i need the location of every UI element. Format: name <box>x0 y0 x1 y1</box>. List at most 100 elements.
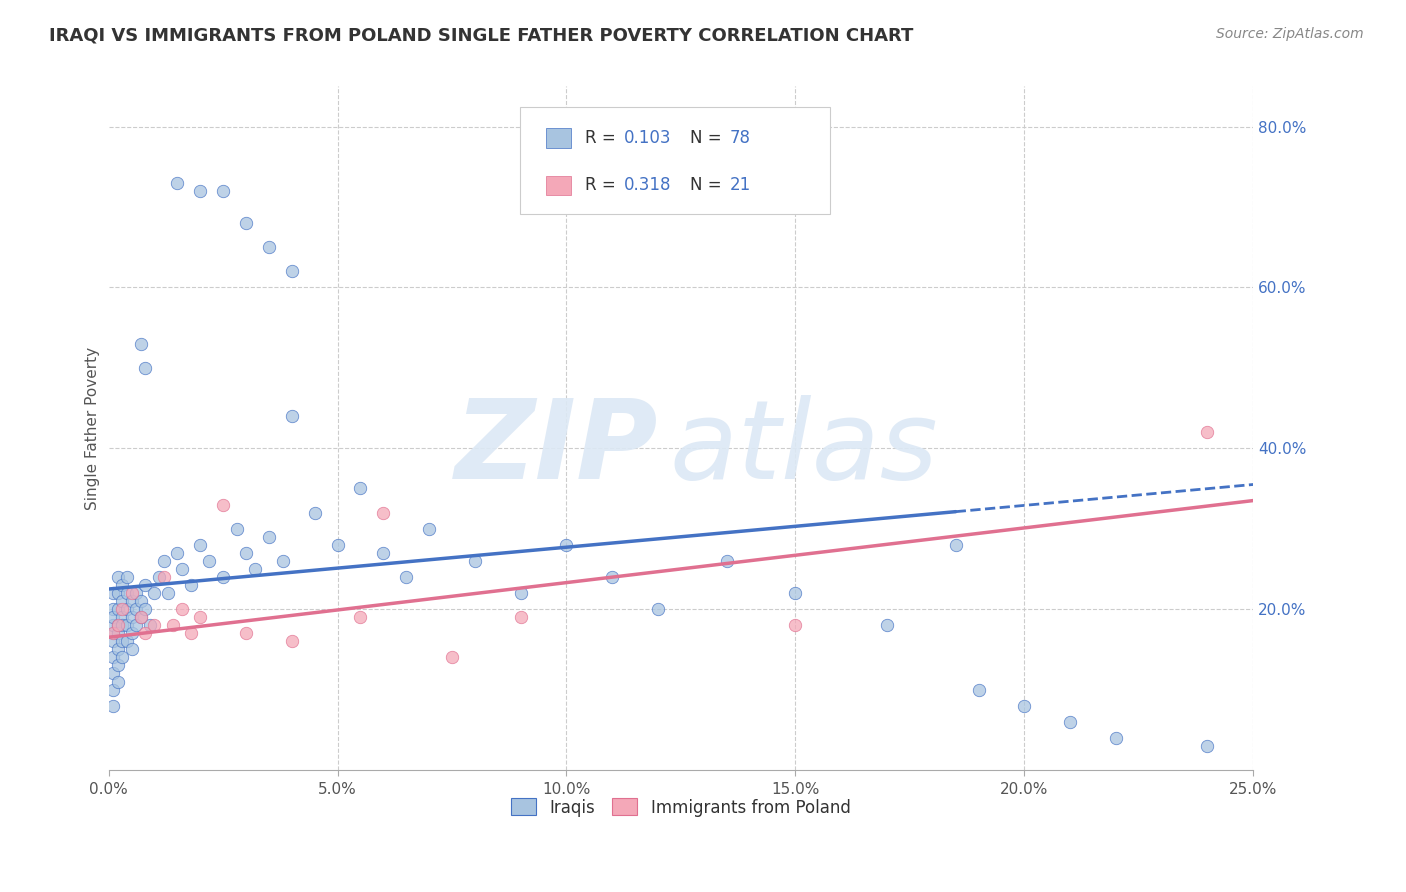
Point <box>139 618 162 632</box>
Point <box>111 578 134 592</box>
Point <box>180 578 202 592</box>
Point <box>349 482 371 496</box>
Point <box>107 642 129 657</box>
Point <box>166 176 188 190</box>
Point <box>115 634 138 648</box>
Point <box>103 610 125 624</box>
Point <box>945 538 967 552</box>
Point <box>148 570 170 584</box>
Point <box>103 626 125 640</box>
Point <box>716 554 738 568</box>
Point <box>188 184 211 198</box>
Point <box>1014 698 1036 713</box>
Point <box>121 642 143 657</box>
Point <box>103 586 125 600</box>
Point <box>111 594 134 608</box>
Point <box>555 538 578 552</box>
Point <box>143 618 166 632</box>
Point <box>235 216 257 230</box>
Point <box>115 618 138 632</box>
Point <box>281 264 304 278</box>
Point <box>188 538 211 552</box>
Point <box>103 602 125 616</box>
Text: Source: ZipAtlas.com: Source: ZipAtlas.com <box>1216 27 1364 41</box>
Point <box>143 586 166 600</box>
Point <box>121 594 143 608</box>
Point <box>111 634 134 648</box>
Point <box>103 650 125 665</box>
Point <box>111 650 134 665</box>
Point <box>125 586 148 600</box>
Point <box>107 618 129 632</box>
Point <box>157 586 180 600</box>
Point <box>349 610 371 624</box>
Text: 0.103: 0.103 <box>624 129 672 147</box>
Text: IRAQI VS IMMIGRANTS FROM POLAND SINGLE FATHER POVERTY CORRELATION CHART: IRAQI VS IMMIGRANTS FROM POLAND SINGLE F… <box>49 27 914 45</box>
Point <box>103 618 125 632</box>
Point <box>152 570 174 584</box>
Point <box>395 570 418 584</box>
Point <box>212 570 235 584</box>
Point <box>373 506 395 520</box>
Point <box>107 570 129 584</box>
Point <box>166 546 188 560</box>
Point <box>129 336 152 351</box>
Text: atlas: atlas <box>669 395 938 502</box>
Point <box>103 634 125 648</box>
Text: N =: N = <box>690 177 727 194</box>
Point <box>107 674 129 689</box>
Point <box>212 498 235 512</box>
Point <box>134 626 156 640</box>
Point <box>129 594 152 608</box>
Text: R =: R = <box>585 177 621 194</box>
Point <box>103 626 125 640</box>
Point <box>107 586 129 600</box>
Point <box>373 546 395 560</box>
Text: R =: R = <box>585 129 621 147</box>
Point <box>281 409 304 423</box>
Point <box>600 570 623 584</box>
Point <box>121 610 143 624</box>
Point <box>418 522 440 536</box>
Point <box>134 602 156 616</box>
Point <box>152 554 174 568</box>
Point <box>235 626 257 640</box>
Y-axis label: Single Father Poverty: Single Father Poverty <box>86 347 100 509</box>
Point <box>1105 731 1128 745</box>
Point <box>212 184 235 198</box>
Point <box>103 666 125 681</box>
Point <box>125 602 148 616</box>
Point <box>509 610 531 624</box>
Point <box>271 554 294 568</box>
Text: 78: 78 <box>730 129 751 147</box>
Point <box>134 360 156 375</box>
Point <box>180 626 202 640</box>
Point <box>111 618 134 632</box>
Point <box>107 626 129 640</box>
Text: 0.318: 0.318 <box>624 177 672 194</box>
Point <box>785 618 807 632</box>
Point <box>129 610 152 624</box>
Point <box>134 578 156 592</box>
Legend: Iraqis, Immigrants from Poland: Iraqis, Immigrants from Poland <box>505 792 858 823</box>
Point <box>326 538 349 552</box>
Point <box>198 554 221 568</box>
Point <box>115 602 138 616</box>
Text: N =: N = <box>690 129 727 147</box>
Point <box>115 570 138 584</box>
Point <box>111 602 134 616</box>
Point <box>125 618 148 632</box>
Point <box>107 602 129 616</box>
Text: ZIP: ZIP <box>454 395 658 502</box>
Point <box>1197 425 1219 440</box>
Point <box>188 610 211 624</box>
Point <box>129 610 152 624</box>
Point <box>115 586 138 600</box>
Point <box>304 506 326 520</box>
Point <box>170 562 193 576</box>
Point <box>647 602 669 616</box>
Point <box>162 618 184 632</box>
Text: 21: 21 <box>730 177 751 194</box>
Point <box>107 618 129 632</box>
Point <box>225 522 247 536</box>
